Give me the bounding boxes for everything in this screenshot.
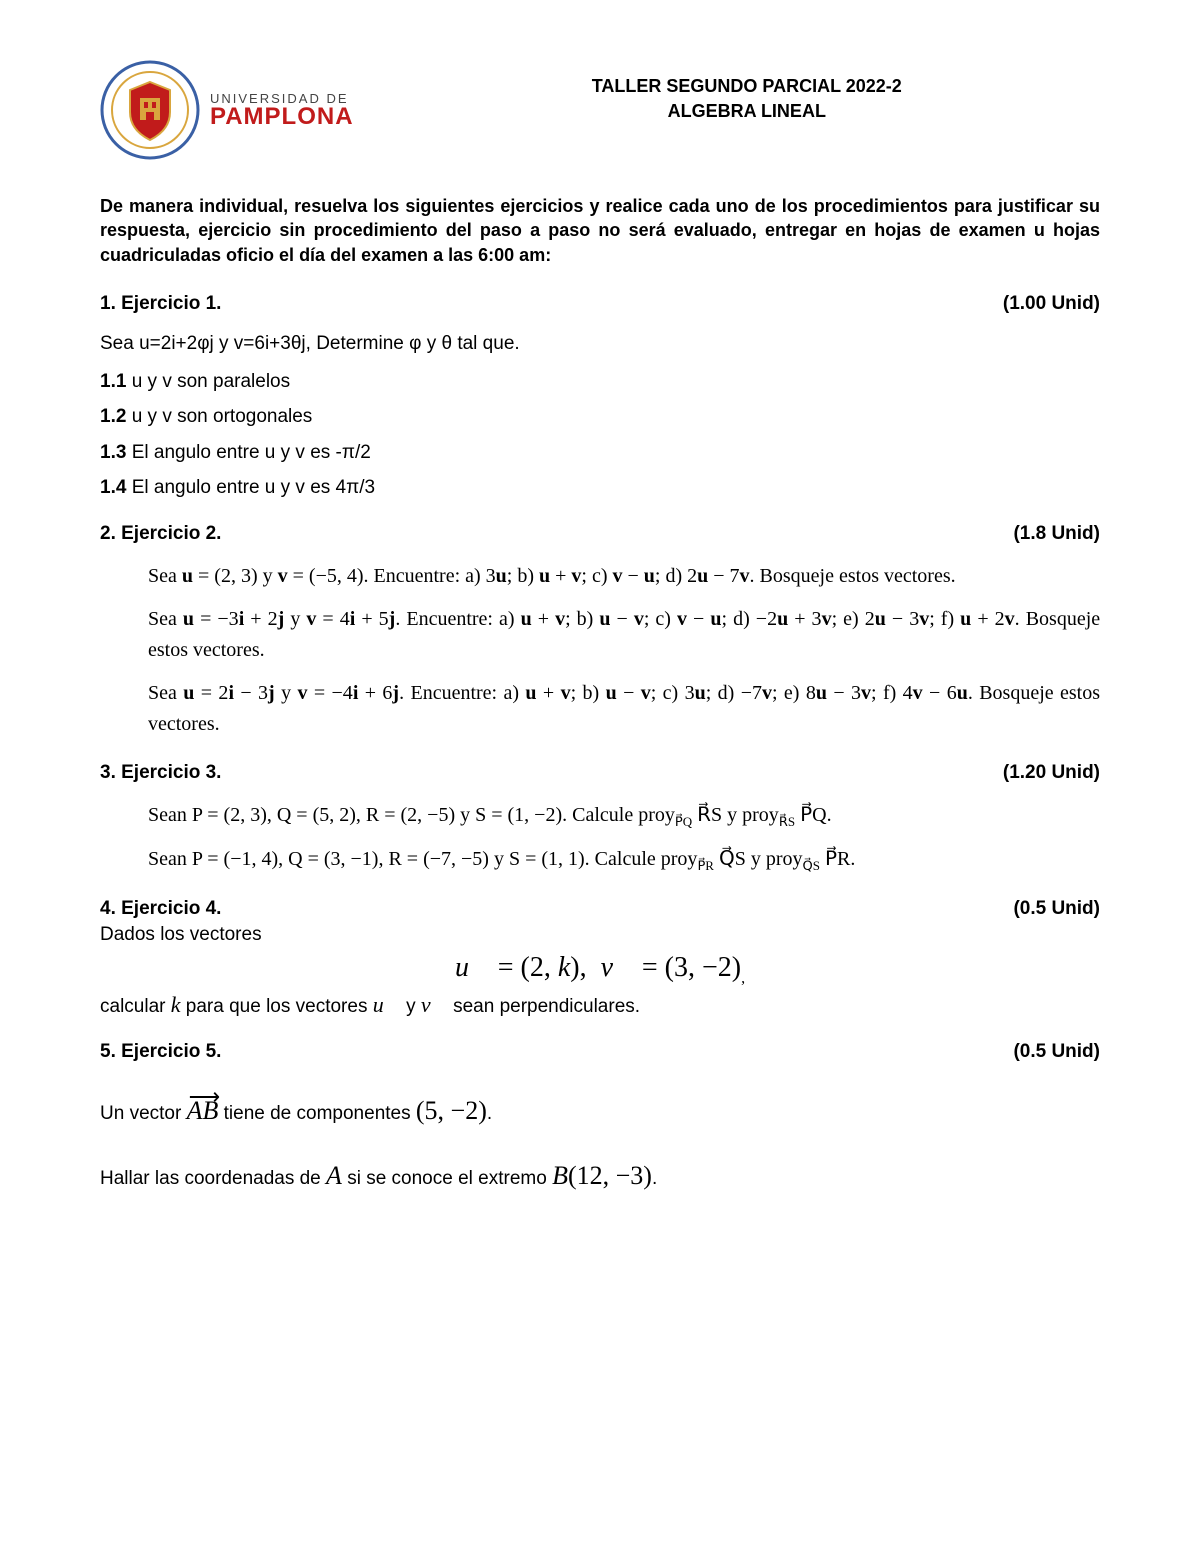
exercise-1-intro: Sea u=2i+2φj y v=6i+3θj, Determine φ y θ…: [100, 331, 1100, 357]
instructions-paragraph: De manera individual, resuelva los sigui…: [100, 194, 1100, 267]
exercise-4-points: (0.5 Unid): [1013, 898, 1100, 920]
document-header: UNIVERSIDAD DE PAMPLONA TALLER SEGUNDO P…: [100, 60, 1100, 160]
exercise-1-header: 1. Ejercicio 1. (1.00 Unid): [100, 293, 1100, 315]
exercise-3-title: 3. Ejercicio 3.: [100, 762, 221, 784]
exercise-2-points: (1.8 Unid): [1013, 523, 1100, 545]
exercise-1-title: 1. Ejercicio 1.: [100, 293, 221, 315]
exercise-3-part-1: Sean P = (2, 3), Q = (5, 2), R = (2, −5)…: [148, 800, 1100, 832]
exercise-1-item-3: 1.3 El angulo entre u y v es -π/2: [100, 440, 1100, 466]
university-seal-icon: [100, 60, 200, 160]
page: UNIVERSIDAD DE PAMPLONA TALLER SEGUNDO P…: [0, 0, 1200, 1553]
exercise-3-part-2: Sean P = (−1, 4), Q = (3, −1), R = (−7, …: [148, 844, 1100, 876]
exercise-4-line-1: Dados los vectores: [100, 922, 1100, 948]
exercise-2-title: 2. Ejercicio 2.: [100, 523, 221, 545]
title-line-2: ALGEBRA LINEAL: [394, 99, 1100, 124]
exercise-3-header: 3. Ejercicio 3. (1.20 Unid): [100, 762, 1100, 784]
exercise-5-title: 5. Ejercicio 5.: [100, 1041, 221, 1063]
document-title-block: TALLER SEGUNDO PARCIAL 2022-2 ALGEBRA LI…: [354, 60, 1100, 124]
exercise-4-line-2: calcular k para que los vectores u⃗ y v⃗…: [100, 990, 1100, 1020]
university-name: PAMPLONA: [210, 105, 354, 129]
exercise-5-points: (0.5 Unid): [1013, 1041, 1100, 1063]
logo-block: UNIVERSIDAD DE PAMPLONA: [100, 60, 354, 160]
exercise-1-item-1: 1.1 u y v son paralelos: [100, 369, 1100, 395]
exercise-1-item-2: 1.2 u y v son ortogonales: [100, 404, 1100, 430]
exercise-2-part-1: Sea u = (2, 3) y v = (−5, 4). Encuentre:…: [148, 561, 1100, 592]
exercise-3-points: (1.20 Unid): [1003, 762, 1100, 784]
university-name-block: UNIVERSIDAD DE PAMPLONA: [210, 92, 354, 129]
exercise-4-header: 4. Ejercicio 4. (0.5 Unid): [100, 898, 1100, 920]
exercise-5-header: 5. Ejercicio 5. (0.5 Unid): [100, 1041, 1100, 1063]
exercise-4-title: 4. Ejercicio 4.: [100, 898, 221, 920]
exercise-2-header: 2. Ejercicio 2. (1.8 Unid): [100, 523, 1100, 545]
exercise-1-item-4: 1.4 El angulo entre u y v es 4π/3: [100, 475, 1100, 501]
exercise-2-part-3: Sea u = 2i − 3j y v = −4i + 6j. Encuentr…: [148, 678, 1100, 740]
exercise-2-part-2: Sea u = −3i + 2j y v = 4i + 5j. Encuentr…: [148, 604, 1100, 666]
title-line-1: TALLER SEGUNDO PARCIAL 2022-2: [394, 74, 1100, 99]
exercise-1-points: (1.00 Unid): [1003, 293, 1100, 315]
exercise-4-math: u⃗ = (2, k), v⃗ = (3, −2),: [100, 952, 1100, 988]
exercise-5-line-2: Hallar las coordenadas de A si se conoce…: [100, 1158, 1100, 1193]
exercise-5-line-1: Un vector ⟶AB tiene de componentes (5, −…: [100, 1093, 1100, 1128]
